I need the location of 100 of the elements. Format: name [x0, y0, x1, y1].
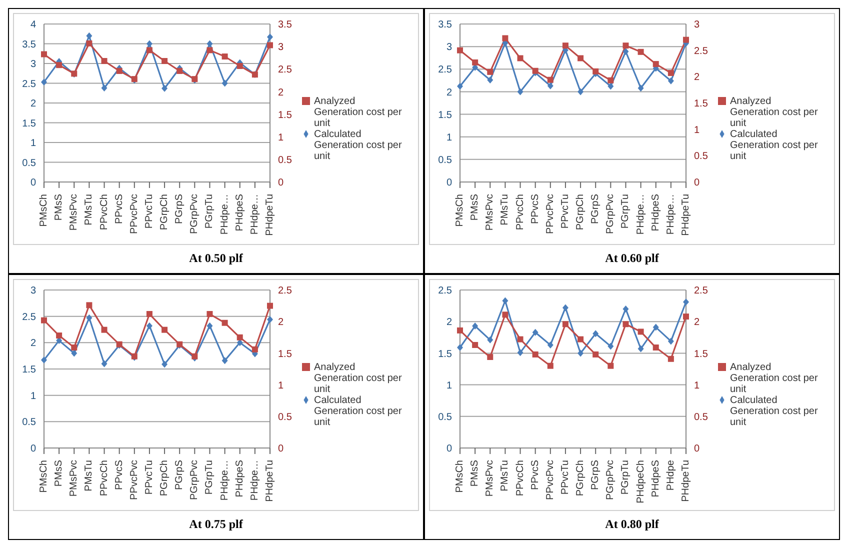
point [608, 82, 614, 90]
y-tick-label: 1.5 [22, 364, 36, 376]
legend-label: Calculated Generation cost per unit [730, 129, 819, 162]
point [622, 48, 629, 56]
x-tick-label: PHdpe… [249, 194, 260, 235]
x-tick-label: PHdpeTu [680, 460, 692, 502]
y-tick-label: 3 [446, 42, 452, 54]
point [547, 362, 554, 369]
x-tick-label: PMsS [54, 194, 65, 221]
point [86, 314, 92, 322]
y-tick-label: 2.5 [22, 78, 36, 90]
point [683, 298, 689, 306]
point [638, 48, 644, 55]
point [487, 354, 494, 360]
x-tick-label: PMsTu [84, 194, 95, 226]
x-tick-label: PPvcPvc [128, 194, 140, 234]
x-tick-label: PGrpPvc [605, 194, 616, 234]
x-tick-label: PMsCh [454, 460, 466, 493]
x-tick-label: PHdpeTu [264, 460, 276, 502]
x-tick-label: PPvcCh [98, 194, 110, 230]
x-tick-label: PHdpe… [219, 460, 230, 501]
x-tick-label: PHdpeCh [635, 460, 646, 504]
point [532, 351, 538, 358]
point [652, 324, 659, 331]
x-tick-label: PHdpeTu [264, 194, 276, 236]
point [252, 346, 258, 352]
x-tick-label: PPvcCh [514, 460, 526, 496]
x-tick-label: PPvcS [114, 460, 125, 490]
point [222, 320, 228, 326]
legend-label: Analyzed Generation cost per unit [314, 96, 403, 129]
y-tick-label: 2.5 [438, 64, 452, 76]
text: At 0.60 plf [604, 251, 660, 266]
point [41, 51, 47, 58]
point [236, 339, 243, 346]
y2-tick-label: 0.5 [694, 412, 708, 423]
y-tick-label: 0.5 [22, 158, 36, 169]
x-tick-label: PMsCh [454, 194, 466, 227]
y-tick-label: 0.5 [438, 412, 452, 423]
x-tick-label: PGrpPvc [189, 194, 200, 234]
point [472, 322, 478, 330]
y-tick-label: 1 [446, 132, 452, 144]
x-tick-label: PMsTu [500, 460, 511, 492]
y2-tick-label: 0 [694, 444, 700, 455]
point [86, 32, 92, 40]
y2-tick-label: 2 [694, 72, 700, 84]
x-tick-label: PGrpCh [575, 194, 586, 230]
point [41, 78, 47, 86]
x-tick-label: PGrpS [590, 460, 602, 490]
point [457, 47, 463, 54]
x-tick-label: PPvcTu [560, 460, 571, 495]
point [502, 312, 508, 318]
x-tick-label: PGrpCh [159, 460, 170, 496]
x-tick-label: PGrpCh [575, 460, 586, 496]
y2-tick-label: 1 [694, 124, 700, 136]
point [547, 341, 554, 348]
x-tick-label: PGrpPvc [189, 460, 200, 500]
y-tick-label: 2 [446, 87, 452, 98]
point [472, 342, 478, 348]
point [176, 68, 183, 74]
y2-tick-label: 2 [694, 317, 700, 328]
y-tick-label: 1.5 [22, 118, 36, 130]
legend-label: Calculated Generation cost per unit [730, 395, 819, 428]
legend-label: Calculated Generation cost per unit [314, 129, 403, 162]
x-tick-label: PGrpS [174, 460, 186, 490]
y-tick-label: 2 [30, 98, 36, 110]
point [267, 316, 273, 323]
point [222, 357, 228, 364]
x-tick-label: PMsPvc [484, 460, 496, 497]
text: At 0.75 plf [188, 517, 244, 532]
point [267, 34, 273, 41]
x-tick-label: PGrpTu [620, 460, 632, 495]
point [162, 326, 168, 333]
x-tick-label: PGrpTu [204, 460, 216, 495]
x-tick-label: PPvcPvc [544, 194, 556, 234]
x-tick-label: PGrpCh [159, 194, 170, 230]
y-tick-label: 2.5 [22, 312, 36, 323]
x-tick-label: PPvcS [530, 460, 541, 490]
y-tick-label: 3.5 [438, 20, 452, 31]
y2-tick-label: 1.5 [694, 98, 708, 110]
point [457, 82, 463, 90]
legend-label: Analyzed Generation cost per unit [314, 362, 403, 395]
y2-tick-label: 1 [278, 132, 284, 144]
x-tick-label: PMsS [54, 460, 65, 487]
y2-tick-label: 3 [694, 20, 700, 31]
x-tick-label: PGrpPvc [605, 460, 616, 500]
y2-tick-label: 2 [278, 317, 284, 328]
point [236, 62, 243, 69]
y-tick-label: 1 [446, 380, 452, 392]
y-tick-label: 1 [30, 390, 36, 402]
point [206, 311, 213, 318]
y2-tick-label: 1.5 [278, 348, 292, 360]
x-tick-label: PPvcPvc [544, 460, 556, 500]
point [101, 326, 108, 333]
point [86, 40, 92, 46]
x-tick-label: PMsPvc [68, 460, 80, 497]
point [41, 356, 47, 364]
point [592, 351, 599, 358]
y-tick-label: 2.5 [438, 286, 452, 297]
point [101, 58, 108, 64]
point [638, 84, 644, 92]
